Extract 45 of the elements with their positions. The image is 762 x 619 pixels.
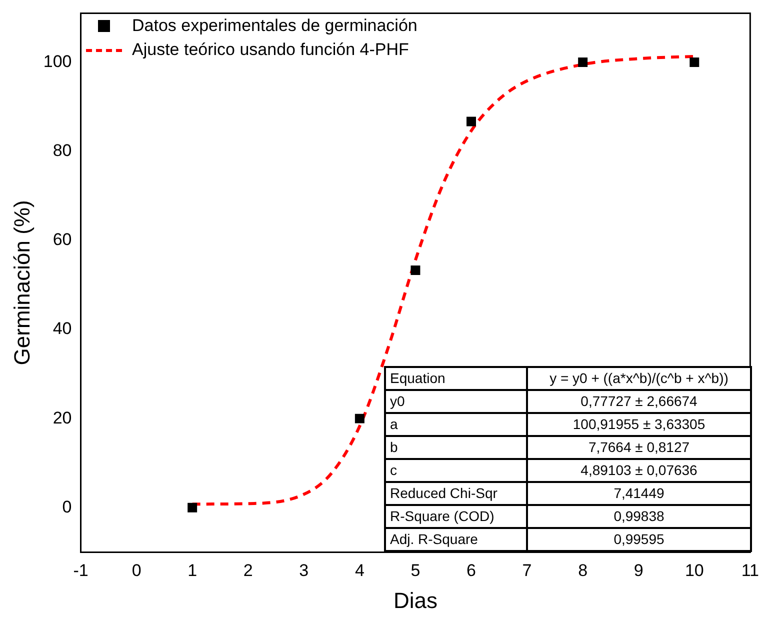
legend-label: Ajuste teórico usando función 4-PHF <box>132 39 409 61</box>
point <box>466 116 476 126</box>
x-tick-label: 9 <box>634 561 644 580</box>
x-tick-label: 2 <box>243 561 253 580</box>
annotation: Adj. R-Square <box>385 528 527 551</box>
y-axis-title: Germinación (%) <box>9 200 34 366</box>
y-tick-label: 20 <box>52 408 72 428</box>
x-tick-label: 7 <box>522 561 532 580</box>
x-tick-label: 10 <box>684 561 704 580</box>
annotation: R-Square (COD) <box>385 505 527 528</box>
x-tick-label: 4 <box>354 561 364 580</box>
y-tick-label: 60 <box>52 230 72 250</box>
x-tick-label: 3 <box>299 561 309 580</box>
x-tick-label: -1 <box>73 561 88 580</box>
legend-label: Datos experimentales de germinación <box>132 15 418 37</box>
annotation: a <box>385 413 527 436</box>
annotation: Equation <box>385 367 527 390</box>
annotation: c <box>385 459 527 482</box>
x-tick-label: 1 <box>188 561 198 580</box>
y-tick-label: 40 <box>52 319 72 338</box>
y-tick-label: 80 <box>52 140 72 160</box>
y-tick-label: 100 <box>43 52 72 71</box>
annotation: 4,89103 ± 0,07636 <box>527 459 751 482</box>
x-axis-title: Dias <box>393 588 438 613</box>
annotation: 7,7664 ± 0,8127 <box>527 436 751 459</box>
annotation: y = y0 + ((a*x^b)/(c^b + x^b)) <box>527 367 751 390</box>
annotation: 7,41449 <box>527 482 751 505</box>
annotation: 0,77727 ± 2,66674 <box>527 390 751 413</box>
point <box>188 502 198 512</box>
point <box>410 265 420 275</box>
x-tick-label: 5 <box>410 561 420 580</box>
y-tick-label: 0 <box>62 497 72 516</box>
x-tick-label: 0 <box>132 561 142 580</box>
point <box>354 414 364 424</box>
x-tick-label: 8 <box>578 561 588 580</box>
x-tick-label: 6 <box>466 561 476 580</box>
point <box>690 57 700 67</box>
annotation: y0 <box>385 390 527 413</box>
annotation: 0,99595 <box>527 528 751 551</box>
annotation: b <box>385 436 527 459</box>
point <box>578 57 588 67</box>
annotation: Reduced Chi-Sqr <box>385 482 527 505</box>
x-tick-label: 11 <box>741 561 760 580</box>
annotation: 0,99838 <box>527 505 751 528</box>
annotation: 100,91955 ± 3,63305 <box>527 413 751 436</box>
